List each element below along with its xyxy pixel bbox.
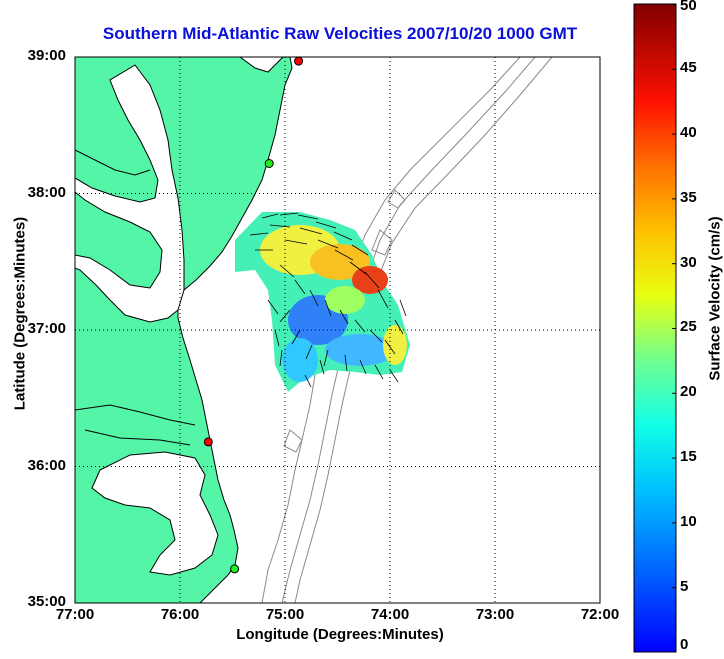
x-tick-label: 75:00 [265, 606, 305, 623]
north-station [294, 57, 304, 66]
y-tick-label: 37:00 [27, 320, 66, 337]
colorbar-tick-label: 15 [680, 448, 697, 465]
colorbar-ticks [672, 4, 676, 589]
hatteras-station [230, 564, 240, 574]
y-tick-label: 39:00 [27, 47, 66, 64]
x-tick-label: 74:00 [370, 606, 410, 623]
colorbar-tick-label: 5 [680, 578, 689, 595]
y-axis-label: Latitude (Degrees:Minutes) [11, 216, 29, 411]
colorbar-tick-label: 20 [680, 383, 697, 400]
x-tick-label: 72:00 [580, 606, 620, 623]
colorbar-tick-label: 25 [680, 318, 697, 335]
grid [75, 57, 600, 603]
duck-station [203, 437, 213, 447]
colorbar-tick-label: 30 [680, 254, 697, 271]
colorbar-tick-label: 35 [680, 189, 697, 206]
velocity-field [235, 212, 410, 392]
colorbar-tick-label: 40 [680, 124, 697, 141]
colorbar-tick-label: 50 [680, 0, 697, 14]
colorbar [633, 3, 677, 653]
chesapeake-bay [75, 64, 185, 323]
colorbar-tick-label: 45 [680, 59, 697, 76]
x-tick-label: 73:00 [475, 606, 515, 623]
y-tick-label: 36:00 [27, 457, 66, 474]
y-tick-label: 38:00 [27, 184, 66, 201]
stations-layer [203, 57, 304, 574]
colorbar-tick-label: 0 [680, 636, 689, 653]
x-axis-label: Longitude (Degrees:Minutes) [236, 626, 444, 643]
plot-frame [74, 56, 601, 604]
colorbar-tick-label: 10 [680, 513, 697, 530]
mid-station [264, 159, 274, 168]
map-title: Southern Mid-Atlantic Raw Velocities 200… [102, 24, 578, 43]
y-tick-label: 35:00 [27, 593, 66, 610]
pamlico-sound [91, 451, 219, 576]
x-tick-label: 76:00 [160, 606, 200, 623]
x-tick-label: 77:00 [55, 606, 95, 623]
